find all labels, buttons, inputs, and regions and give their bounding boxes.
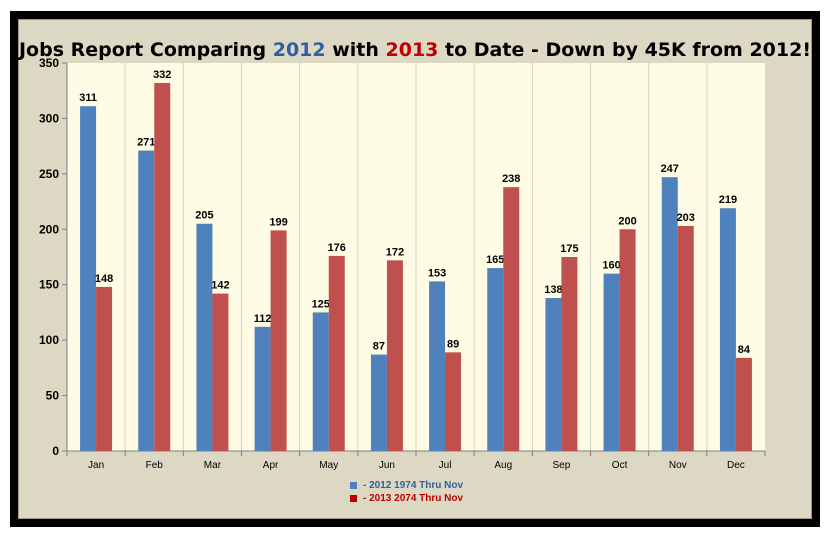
title-part-2: with bbox=[325, 39, 386, 61]
bar-2012 bbox=[661, 177, 678, 451]
data-label: 247 bbox=[661, 163, 679, 175]
data-label: 332 bbox=[153, 69, 171, 81]
x-tick-label: Dec bbox=[727, 460, 745, 471]
data-label: 311 bbox=[79, 92, 97, 104]
data-label: 200 bbox=[618, 215, 636, 227]
bar-2013 bbox=[154, 82, 171, 451]
data-label: 271 bbox=[137, 137, 155, 149]
title-part-3: to Date - Down by 45K from 2012! bbox=[438, 39, 811, 61]
x-tick-label: Aug bbox=[494, 460, 512, 471]
x-tick-label: Feb bbox=[146, 460, 164, 471]
bar-2013 bbox=[212, 293, 229, 451]
x-tick-label: Mar bbox=[204, 460, 222, 471]
y-tick-label: 250 bbox=[39, 167, 59, 181]
bar-2012 bbox=[80, 106, 97, 451]
x-tick-label: Apr bbox=[263, 460, 279, 471]
data-label: 125 bbox=[312, 298, 330, 310]
data-label: 176 bbox=[328, 242, 346, 254]
data-label: 219 bbox=[719, 194, 737, 206]
y-tick-label: 350 bbox=[39, 56, 59, 70]
bar-2012 bbox=[603, 273, 620, 451]
data-label: 138 bbox=[544, 284, 562, 296]
y-tick-label: 300 bbox=[39, 111, 59, 125]
data-label: 87 bbox=[373, 341, 385, 353]
data-label: 84 bbox=[738, 344, 751, 356]
x-tick-label: Jan bbox=[88, 460, 104, 471]
chart-title: Jobs Report Comparing 2012 with 2013 to … bbox=[18, 39, 812, 61]
bar-2012 bbox=[545, 298, 562, 451]
y-tick-label: 200 bbox=[39, 222, 59, 236]
title-year-2013: 2013 bbox=[385, 39, 439, 61]
bar-2013 bbox=[677, 225, 694, 451]
y-tick-label: 50 bbox=[46, 389, 60, 403]
bar-2012 bbox=[487, 268, 504, 451]
bar-2012 bbox=[196, 223, 213, 451]
y-tick-label: 100 bbox=[39, 333, 59, 347]
legend-swatch-2013 bbox=[350, 494, 357, 502]
data-label: 199 bbox=[269, 216, 287, 228]
bar-2013 bbox=[561, 257, 578, 451]
data-label: 142 bbox=[211, 280, 229, 292]
data-label: 148 bbox=[95, 273, 113, 285]
bar-2013 bbox=[270, 230, 287, 451]
y-tick-label: 150 bbox=[39, 278, 59, 292]
bar-2013 bbox=[735, 357, 752, 451]
bar-2013 bbox=[386, 260, 403, 451]
data-label: 203 bbox=[677, 212, 695, 224]
legend-label-2012: - 2012 1974 Thru Nov bbox=[363, 480, 464, 491]
legend-item-2013: - 2013 2074 Thru Nov bbox=[350, 493, 463, 504]
x-tick-label: May bbox=[319, 460, 338, 471]
bar-2013 bbox=[619, 229, 636, 451]
bar-2012 bbox=[370, 354, 387, 451]
x-tick-label: Oct bbox=[612, 460, 628, 471]
data-label: 165 bbox=[486, 254, 504, 266]
y-tick-label: 0 bbox=[52, 444, 59, 458]
data-label: 205 bbox=[195, 210, 213, 222]
bar-2013 bbox=[503, 187, 520, 451]
legend-swatch-2012 bbox=[350, 481, 357, 489]
data-label: 89 bbox=[447, 338, 459, 350]
bar-2012 bbox=[254, 326, 271, 451]
legend-label-2013: - 2013 2074 Thru Nov bbox=[363, 493, 464, 504]
bar-2013 bbox=[328, 255, 345, 451]
bar-2012 bbox=[138, 150, 155, 451]
x-tick-label: Nov bbox=[669, 460, 687, 471]
legend-item-2012: - 2012 1974 Thru Nov bbox=[350, 480, 463, 491]
bar-2012 bbox=[312, 312, 329, 451]
x-tick-label: Jun bbox=[379, 460, 395, 471]
bar-2012 bbox=[719, 208, 736, 451]
data-label: 172 bbox=[386, 246, 404, 258]
x-tick-label: Sep bbox=[553, 460, 571, 471]
bar-2013 bbox=[445, 352, 462, 451]
data-label: 153 bbox=[428, 267, 446, 279]
x-tick-label: Jul bbox=[439, 460, 452, 471]
title-year-2012: 2012 bbox=[272, 39, 326, 61]
bar-2012 bbox=[429, 281, 446, 451]
bar-2013 bbox=[96, 286, 113, 451]
data-label: 238 bbox=[502, 173, 520, 185]
title-part-1: Jobs Report Comparing bbox=[18, 39, 273, 61]
data-label: 160 bbox=[602, 260, 620, 272]
data-label: 112 bbox=[254, 313, 272, 325]
data-label: 175 bbox=[560, 243, 578, 255]
